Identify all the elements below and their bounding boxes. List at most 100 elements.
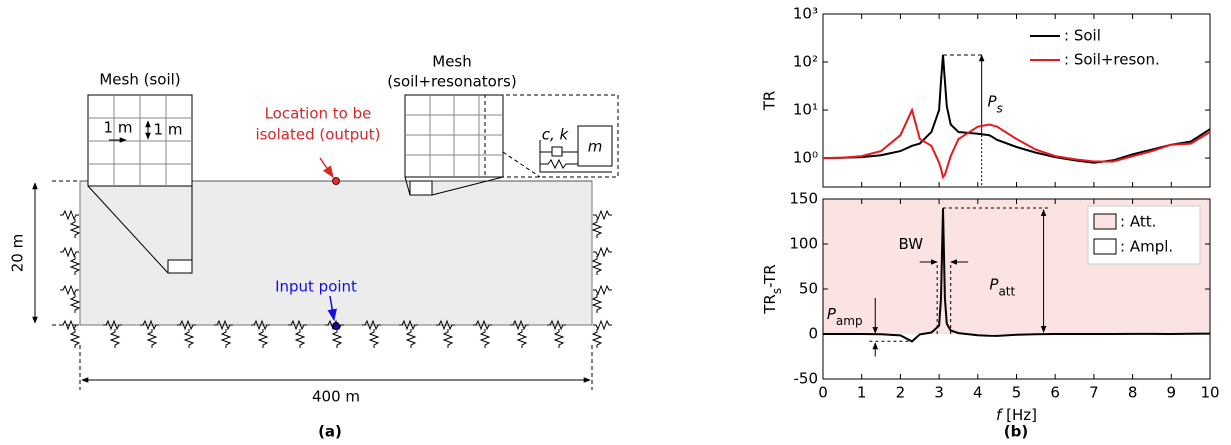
spring bbox=[593, 319, 612, 331]
legend-label: : Ampl. bbox=[1120, 238, 1173, 256]
spring bbox=[69, 256, 81, 275]
spring bbox=[473, 319, 492, 331]
diagram bbox=[32, 94, 619, 390]
spring bbox=[214, 319, 233, 331]
spring bbox=[103, 319, 122, 331]
legend-label: : Soil bbox=[1064, 27, 1101, 45]
height-label: 20 m bbox=[9, 234, 27, 272]
spring bbox=[257, 329, 269, 348]
annotation: Ps bbox=[987, 92, 1002, 115]
x-tick-label: 7 bbox=[1089, 384, 1099, 402]
annotation-part: amp bbox=[836, 314, 863, 328]
panel-label: (a) bbox=[318, 423, 342, 441]
spring bbox=[405, 329, 417, 348]
spring bbox=[479, 329, 491, 348]
panel-label: (b) bbox=[1004, 423, 1028, 441]
spring bbox=[183, 329, 195, 348]
annotation-part: BW bbox=[898, 235, 923, 253]
spring bbox=[220, 329, 232, 348]
annotation: BW bbox=[898, 235, 923, 253]
soil-domain bbox=[79, 180, 593, 326]
y-axis-label-part: TR bbox=[761, 294, 779, 315]
spring bbox=[251, 319, 270, 331]
x-axis-label: f [Hz] bbox=[996, 406, 1037, 424]
x-tick-label: 8 bbox=[1128, 384, 1138, 402]
spring bbox=[331, 329, 343, 348]
zoom-box bbox=[167, 259, 193, 274]
y-tick-label: 10¹ bbox=[793, 101, 818, 119]
cell-height: 1 m bbox=[154, 121, 183, 139]
spring bbox=[510, 319, 529, 331]
spring bbox=[60, 209, 79, 221]
x-tick-label: 4 bbox=[973, 384, 983, 402]
spring bbox=[362, 319, 381, 331]
annotation-part: att bbox=[998, 284, 1015, 298]
plot-frame bbox=[822, 13, 1211, 188]
y-tick-label: 50 bbox=[799, 280, 818, 298]
spring bbox=[442, 329, 454, 348]
y-axis-label: TRs-TR bbox=[761, 264, 784, 314]
spring bbox=[60, 284, 79, 296]
spring bbox=[593, 284, 612, 296]
zoom-line bbox=[87, 185, 169, 274]
inset-link bbox=[502, 151, 541, 178]
mass-label: m bbox=[588, 138, 603, 156]
y-axis-label-part: -TR bbox=[761, 264, 779, 288]
spring bbox=[593, 246, 612, 258]
mesh-res-label: Mesh bbox=[432, 53, 472, 71]
spring bbox=[60, 246, 79, 258]
y-tick-label: 150 bbox=[789, 190, 818, 208]
mesh-res-label: (soil+resonators) bbox=[387, 73, 516, 91]
y-tick-label: 10³ bbox=[793, 5, 818, 23]
x-tick-label: 2 bbox=[896, 384, 906, 402]
x-axis-label-part: f bbox=[996, 406, 1004, 424]
spring bbox=[368, 329, 380, 348]
spring bbox=[109, 329, 121, 348]
spring bbox=[177, 319, 196, 331]
x-tick-label: 0 bbox=[818, 384, 828, 402]
x-axis-label-part: [Hz] bbox=[1001, 406, 1037, 424]
x-tick-label: 3 bbox=[934, 384, 944, 402]
spring bbox=[547, 319, 566, 331]
series-line bbox=[822, 107, 1211, 180]
zoom-line bbox=[431, 176, 504, 196]
annotation-part: s bbox=[997, 101, 1003, 115]
legend-patch bbox=[1093, 213, 1117, 230]
legend-label: : Soil+reson. bbox=[1064, 51, 1160, 69]
y-tick-label: -50 bbox=[794, 370, 819, 388]
mass-box bbox=[577, 125, 613, 167]
y-tick-label: 100 bbox=[789, 235, 818, 253]
x-tick-label: 1 bbox=[857, 384, 867, 402]
spring bbox=[60, 319, 79, 331]
annotation: Pamp bbox=[827, 305, 863, 328]
spring bbox=[399, 319, 418, 331]
boundary-springs bbox=[60, 209, 612, 348]
spring bbox=[140, 319, 159, 331]
spring bbox=[591, 256, 603, 275]
x-tick-label: 6 bbox=[1050, 384, 1060, 402]
spring bbox=[553, 329, 565, 348]
y-tick-label: 10² bbox=[793, 53, 818, 71]
spring bbox=[146, 329, 158, 348]
input-arrow bbox=[327, 295, 337, 322]
annotation-part: P bbox=[989, 275, 999, 293]
spring bbox=[294, 329, 306, 348]
x-tick-label: 9 bbox=[1167, 384, 1177, 402]
annotation-part: P bbox=[827, 305, 837, 323]
input-label: Input point bbox=[275, 278, 357, 296]
y-tick-label: 10⁰ bbox=[793, 149, 818, 167]
region-ampl bbox=[823, 334, 1210, 379]
mesh-grid bbox=[405, 95, 503, 177]
output-label: isolated (output) bbox=[255, 126, 380, 144]
legend-patch bbox=[1093, 238, 1117, 255]
x-tick-label: 5 bbox=[1012, 384, 1022, 402]
series-line bbox=[822, 54, 1211, 164]
spring bbox=[591, 329, 603, 348]
damper-label: c, k bbox=[542, 126, 570, 144]
spring bbox=[593, 209, 612, 221]
spring bbox=[591, 219, 603, 238]
legend-label: : Att. bbox=[1120, 213, 1156, 231]
width-label: 400 m bbox=[312, 388, 360, 406]
